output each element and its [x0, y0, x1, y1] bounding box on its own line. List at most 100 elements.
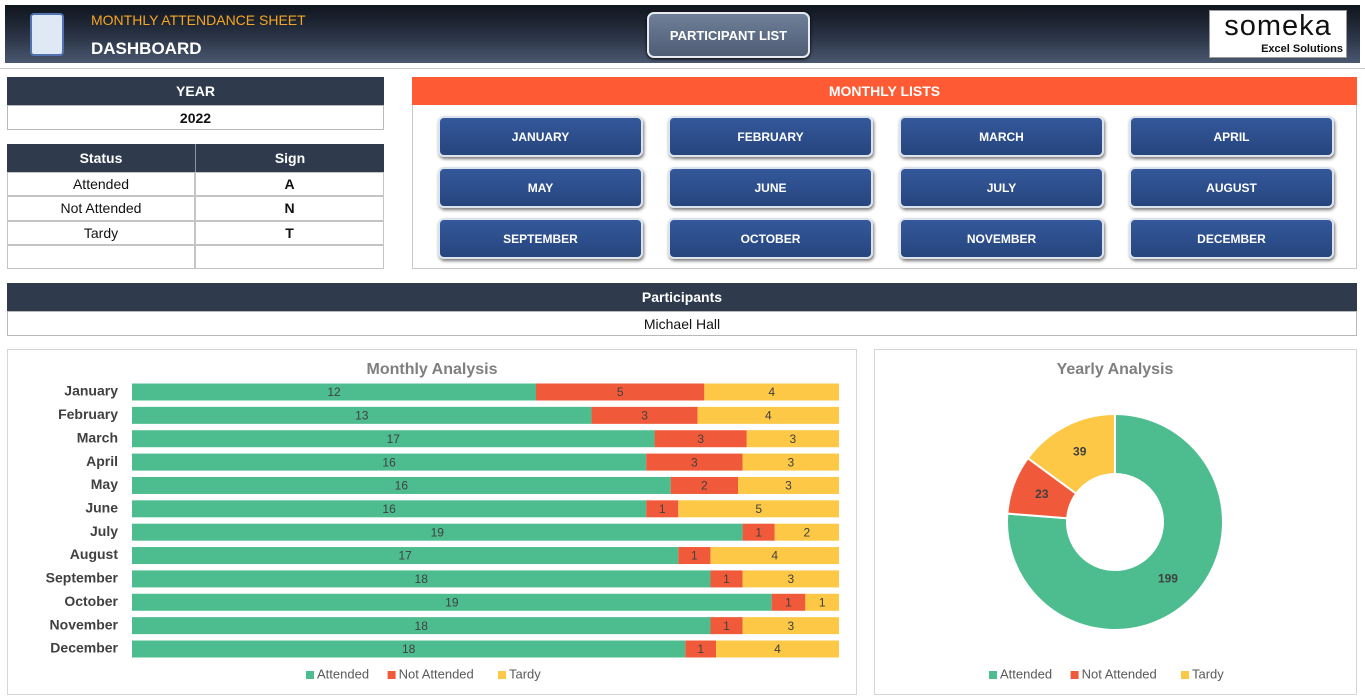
data-label: 17 [387, 432, 401, 446]
data-label: 1 [755, 525, 762, 539]
month-button[interactable]: MARCH [899, 116, 1104, 157]
data-label: 19 [431, 525, 445, 539]
year-header: YEAR [7, 77, 384, 105]
bar-segment [716, 640, 839, 658]
legend-label: Not Attended [399, 666, 474, 681]
bar-segment [742, 570, 839, 588]
bar-segment [654, 430, 747, 448]
category-label: April [86, 453, 118, 469]
month-button[interactable]: FEBRUARY [668, 116, 873, 157]
status-cell [195, 244, 384, 270]
header-title: DASHBOARD [91, 39, 202, 58]
bar-segment [685, 640, 717, 658]
status-cell: Tardy [7, 220, 195, 245]
legend-label: Tardy [509, 666, 541, 681]
bar-segment [132, 547, 679, 565]
category-label: July [90, 523, 118, 539]
bar-segment [678, 547, 711, 565]
bar-segment [132, 430, 655, 448]
category-label: May [91, 476, 118, 492]
category-label: September [46, 570, 119, 586]
legend-swatch [989, 671, 997, 679]
bar-segment [646, 500, 679, 518]
data-label: 16 [382, 502, 396, 516]
data-label: 1 [785, 595, 792, 609]
year-value: 2022 [7, 105, 384, 130]
chart-title: Monthly Analysis [367, 361, 498, 378]
bar-segment [704, 383, 839, 401]
month-button[interactable]: NOVEMBER [899, 218, 1104, 259]
data-label: 5 [617, 385, 624, 399]
data-label: 4 [768, 385, 775, 399]
monthly-lists-header: MONTHLY LISTS [412, 77, 1357, 105]
bar-segment [742, 523, 775, 541]
data-label: 13 [355, 409, 369, 423]
data-label: 16 [382, 455, 396, 469]
monthly-chart-panel [7, 349, 857, 695]
legend-label: Attended [1000, 666, 1052, 681]
month-button[interactable]: JULY [899, 167, 1104, 208]
header-subtitle: MONTHLY ATTENDANCE SHEET [91, 12, 306, 28]
month-button[interactable]: AUGUST [1129, 167, 1334, 208]
data-label: 3 [691, 455, 698, 469]
legend-label: Tardy [1192, 666, 1224, 681]
category-label: June [85, 500, 118, 516]
bar-segment [746, 430, 839, 448]
bar-segment [774, 523, 839, 541]
data-label: 5 [755, 502, 762, 516]
bar-segment [132, 570, 711, 588]
participants-header: Participants [7, 283, 1357, 311]
data-label: 3 [787, 455, 794, 469]
status-column-header: Sign [195, 144, 384, 172]
participant-list-button[interactable]: PARTICIPANT LIST [647, 12, 810, 58]
data-label: 3 [697, 432, 704, 446]
month-button[interactable]: JANUARY [438, 116, 643, 157]
data-label: 1 [723, 572, 730, 586]
donut-slice [1006, 412, 1224, 631]
month-button[interactable]: JUNE [668, 167, 873, 208]
bar-segment [670, 476, 738, 494]
legend-swatch [1070, 671, 1079, 679]
month-button[interactable]: DECEMBER [1129, 218, 1334, 259]
data-label: 2 [701, 479, 708, 493]
data-label: 2 [804, 525, 811, 539]
month-button[interactable]: MAY [438, 167, 643, 208]
data-label: 12 [327, 385, 341, 399]
legend-swatch [387, 671, 396, 679]
legend-label: Not Attended [1082, 666, 1157, 681]
bar-segment [132, 500, 647, 518]
data-label: 3 [787, 619, 794, 633]
logo-tagline: Excel Solutions [1261, 43, 1343, 55]
header-icon [30, 13, 64, 56]
bar-segment [738, 476, 839, 494]
bar-segment [697, 406, 839, 424]
data-label: 1 [691, 549, 698, 563]
bar-segment [132, 617, 711, 635]
legend-swatch [498, 671, 506, 679]
status-cell: A [195, 172, 384, 197]
bar-segment [710, 617, 743, 635]
logo-box [1209, 10, 1347, 58]
legend-label: Attended [317, 666, 369, 681]
status-column-header: Status [7, 144, 195, 172]
bar-segment [536, 383, 705, 401]
category-label: October [64, 593, 118, 609]
data-label: 17 [398, 549, 412, 563]
data-label: 1 [659, 502, 666, 516]
bar-segment [710, 570, 743, 588]
data-label: 1 [723, 619, 730, 633]
month-button[interactable]: APRIL [1129, 116, 1334, 157]
bar-segment [132, 476, 671, 494]
bar-segment [678, 500, 839, 518]
bar-segment [132, 406, 592, 424]
category-label: August [70, 546, 119, 562]
month-button[interactable]: OCTOBER [668, 218, 873, 259]
month-button[interactable]: SEPTEMBER [438, 218, 643, 259]
header-underline [0, 68, 1365, 69]
logo-text: someka [1224, 9, 1332, 42]
bar-segment [132, 640, 686, 658]
data-label: 23 [1035, 487, 1049, 501]
data-label: 1 [697, 642, 704, 656]
